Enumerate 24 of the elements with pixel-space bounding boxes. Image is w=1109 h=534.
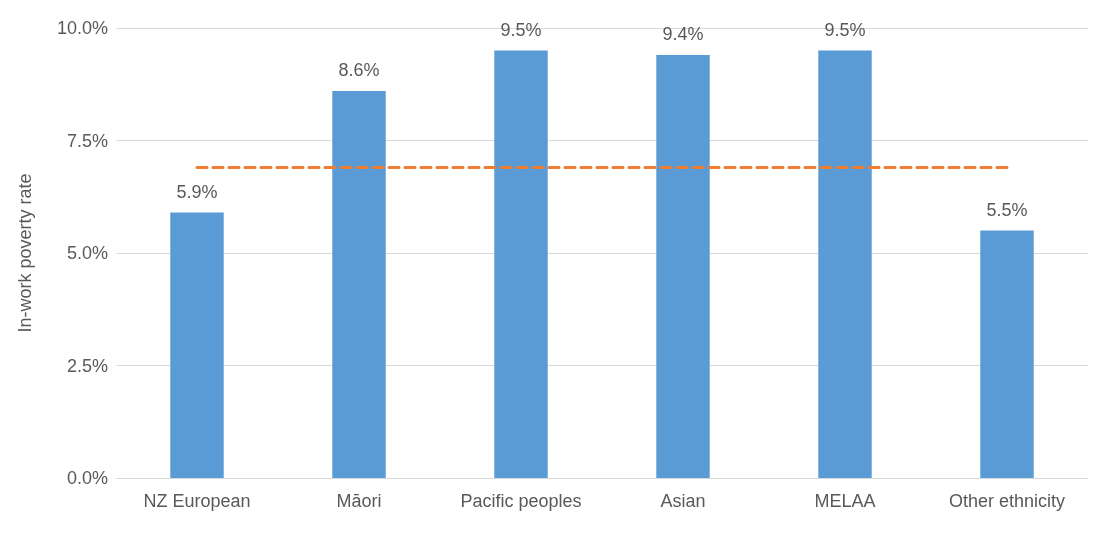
x-tick-label: MELAA	[814, 491, 876, 511]
data-label: 9.5%	[500, 19, 542, 40]
y-tick-label: 10.0%	[56, 18, 108, 38]
x-tick-label: Other ethnicity	[948, 491, 1066, 511]
bar	[656, 55, 710, 478]
data-label: 5.5%	[986, 199, 1028, 220]
bar	[818, 50, 872, 478]
y-axis-title: In-work poverty rate	[15, 173, 35, 333]
y-tick-label: 2.5%	[66, 355, 108, 376]
bar	[332, 91, 386, 478]
bar	[980, 230, 1034, 478]
data-label: 9.5%	[824, 19, 866, 40]
x-tick-label: Māori	[336, 491, 382, 511]
data-label: 8.6%	[338, 60, 380, 80]
y-tick-label: 7.5%	[66, 130, 108, 151]
y-tick-label: 0.0%	[66, 468, 108, 488]
bar	[494, 50, 548, 478]
y-tick-label: 5.0%	[66, 243, 108, 263]
x-tick-label: NZ European	[143, 491, 251, 511]
data-label: 9.4%	[662, 24, 704, 44]
x-tick-label: Asian	[660, 491, 706, 511]
bar	[170, 212, 224, 478]
data-label: 5.9%	[176, 181, 218, 202]
x-tick-label: Pacific peoples	[460, 491, 582, 511]
